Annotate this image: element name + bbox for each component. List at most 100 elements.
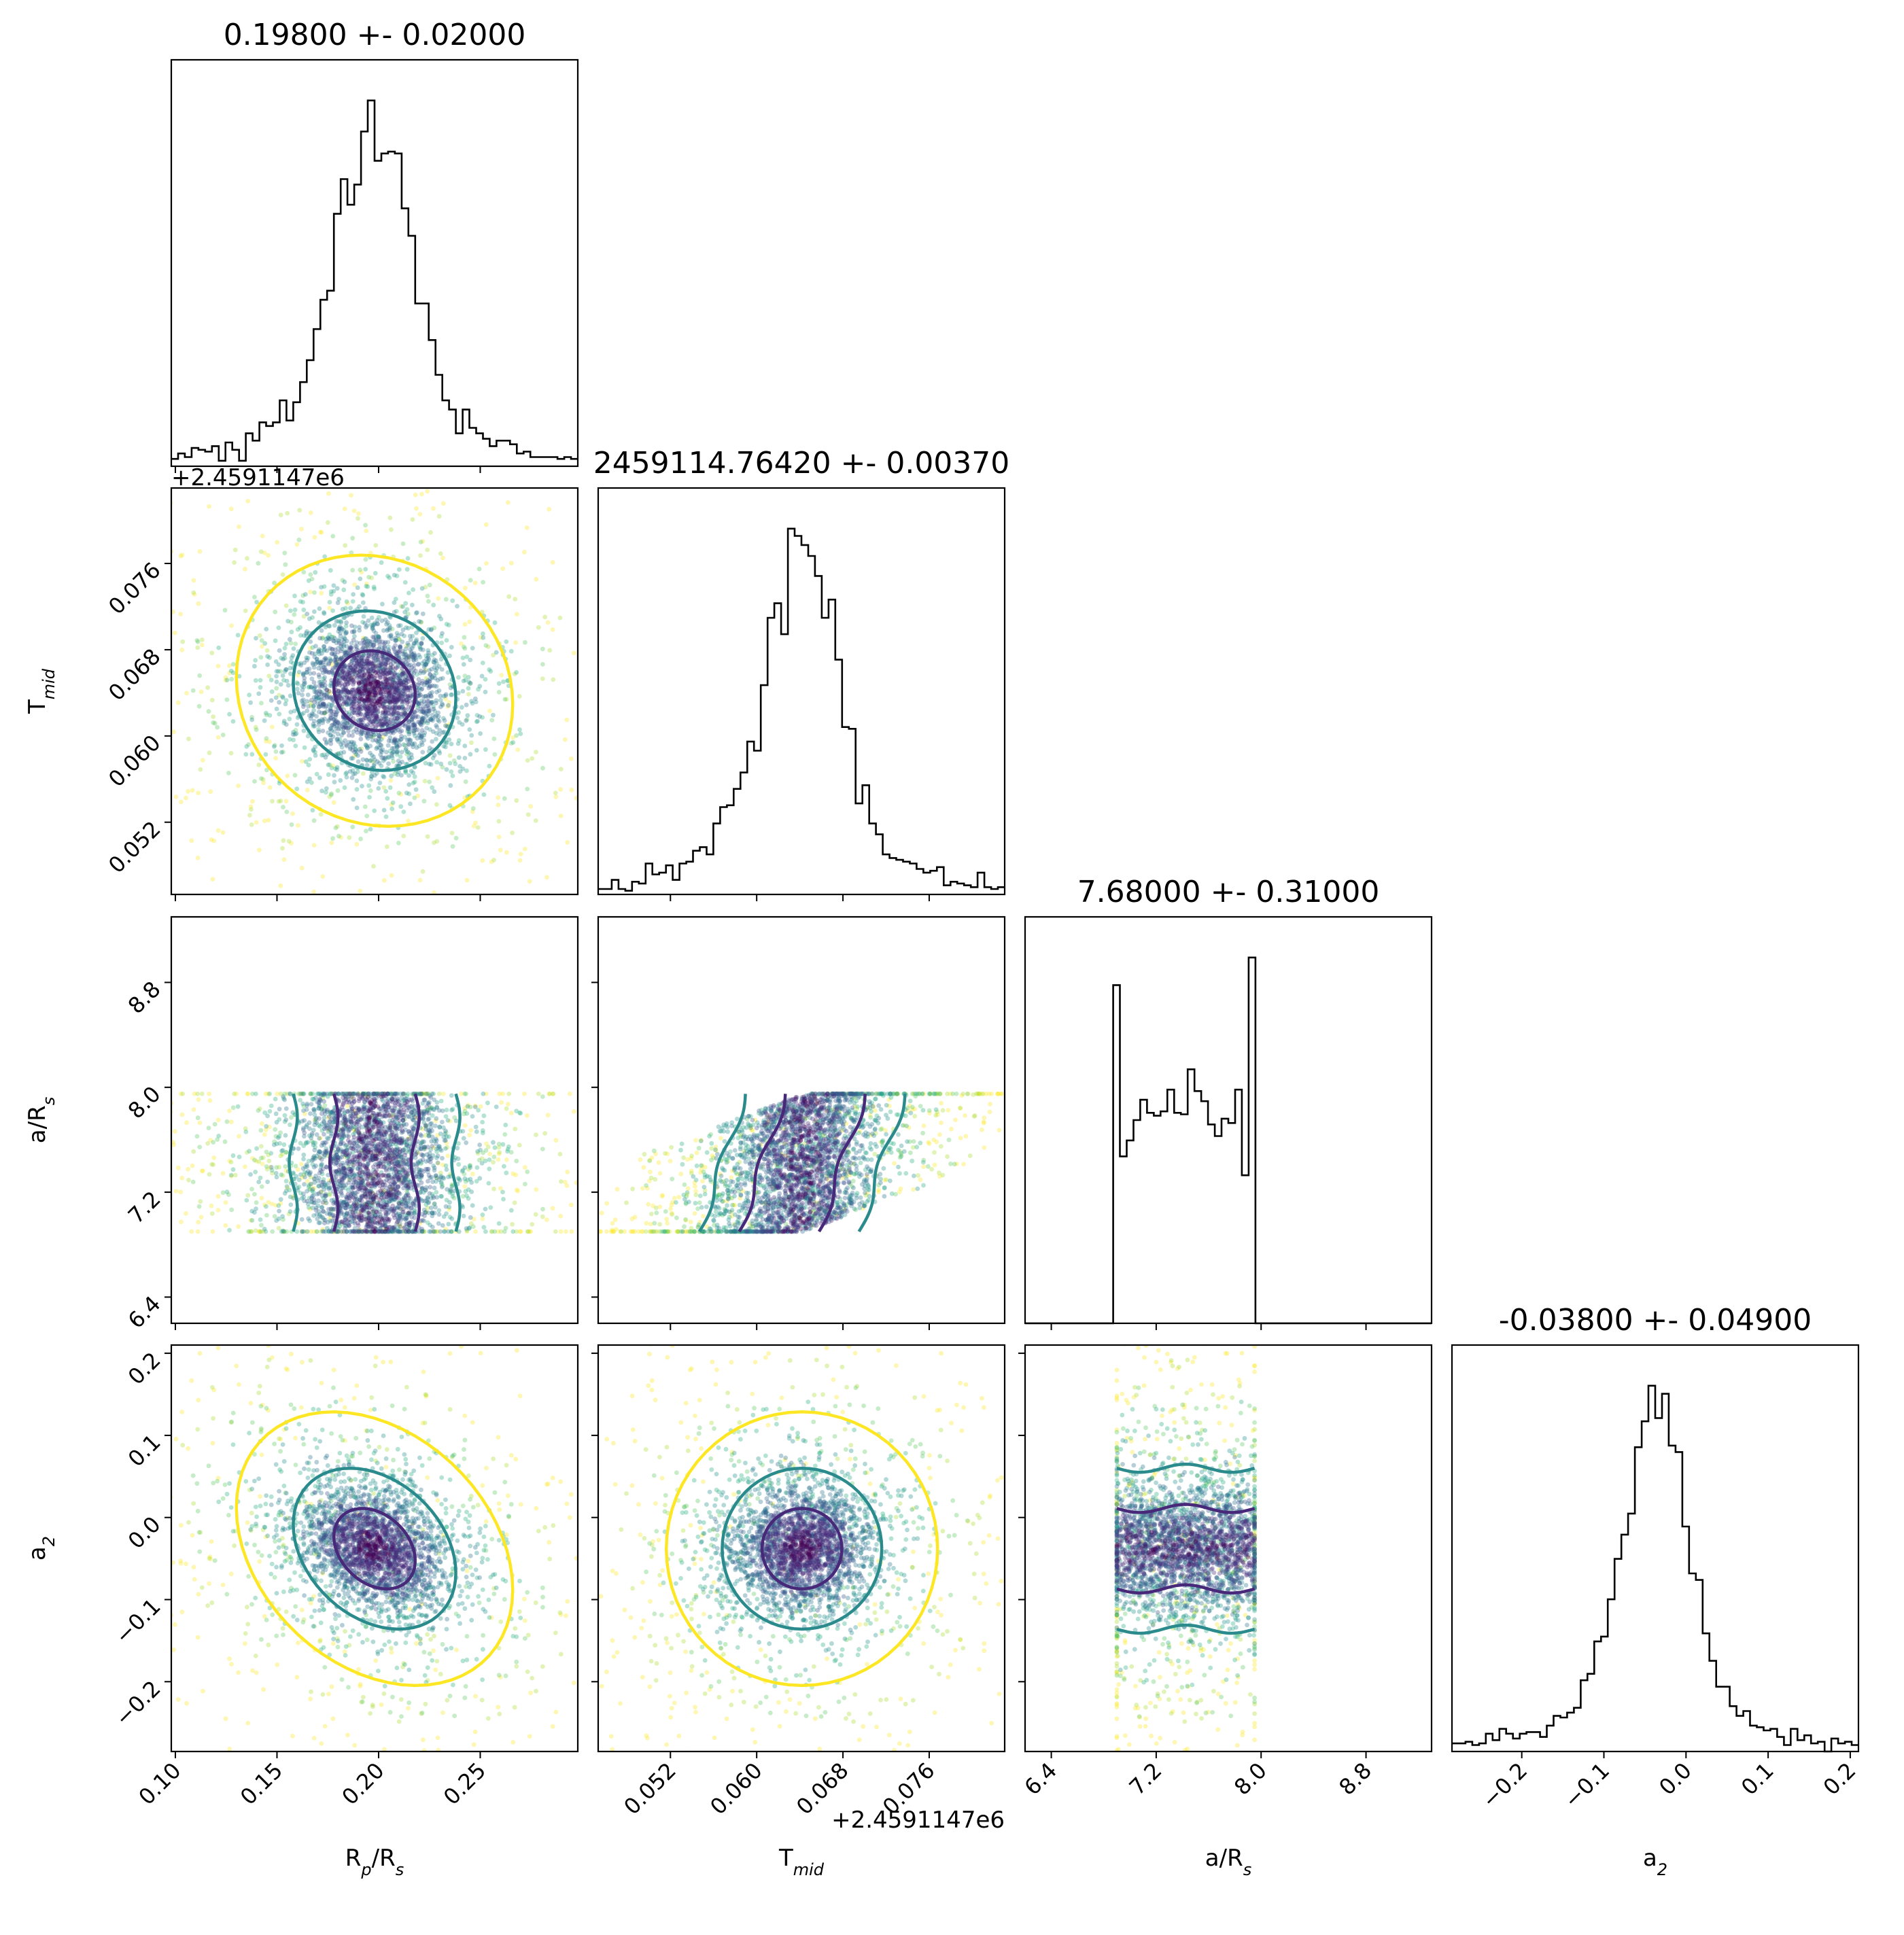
sample-point [216, 645, 222, 650]
sample-point [421, 706, 427, 712]
sample-point [427, 746, 432, 750]
sample-point [658, 706, 663, 711]
sample-point [375, 668, 380, 674]
sample-point [326, 688, 332, 694]
sample-point [308, 589, 313, 595]
sample-point [358, 691, 362, 697]
sample-point [440, 1109, 445, 1113]
sample-point [371, 703, 377, 709]
sample-point [419, 722, 424, 728]
sample-point [281, 838, 286, 843]
sample-point [370, 734, 375, 739]
sample-point [352, 699, 358, 704]
sample-point [336, 641, 342, 646]
sample-point [467, 1132, 472, 1138]
sample-point [380, 602, 385, 607]
sample-point [343, 738, 347, 744]
sample-point [237, 1134, 241, 1139]
sample-point [496, 690, 502, 695]
sample-point [449, 1216, 455, 1221]
sample-point [447, 653, 452, 659]
sample-point [374, 693, 379, 698]
sample-point [366, 669, 371, 674]
sample-point [302, 1174, 307, 1180]
sample-point [569, 1229, 574, 1234]
sample-point [346, 648, 351, 653]
sample-point [399, 750, 404, 754]
sample-point [330, 763, 336, 769]
sample-point [353, 644, 358, 649]
sample-point [364, 528, 369, 534]
sample-point [320, 660, 326, 665]
sample-point [399, 672, 404, 678]
sample-point [332, 780, 337, 784]
sample-point [342, 670, 347, 676]
sample-point [361, 677, 366, 682]
sample-point [418, 722, 423, 727]
sample-point [328, 726, 333, 731]
sample-point [409, 650, 414, 655]
sample-point [479, 674, 485, 679]
sample-point [334, 663, 340, 668]
sample-point [216, 1134, 222, 1138]
sample-point [496, 681, 502, 686]
sample-point [433, 1123, 438, 1128]
sample-point [445, 1118, 451, 1123]
sample-point [252, 779, 257, 784]
sample-point [383, 714, 388, 718]
sample-point [330, 717, 336, 722]
sample-point [366, 676, 370, 681]
sample-point [373, 631, 379, 636]
sample-point [360, 659, 364, 664]
sample-point [350, 667, 356, 673]
sample-point [395, 737, 400, 743]
sample-point [327, 691, 332, 695]
sample-point [369, 684, 375, 690]
sample-point [352, 753, 357, 759]
sample-point [390, 729, 395, 734]
sample-point [296, 537, 302, 542]
sample-point [395, 697, 400, 703]
sample-point [358, 732, 364, 737]
sample-point [400, 674, 406, 679]
sample-point [364, 581, 369, 587]
sample-point [394, 638, 399, 643]
sample-point [345, 720, 350, 726]
sample-point [447, 700, 452, 705]
sample-point [413, 714, 419, 718]
sample-point [112, 1092, 117, 1096]
sample-point [397, 649, 402, 655]
sample-point [360, 664, 365, 669]
sample-point [258, 685, 263, 690]
sample-point [179, 553, 185, 557]
sample-point [449, 742, 454, 746]
sample-point [301, 684, 307, 690]
sample-point [227, 1227, 232, 1233]
sample-point [492, 752, 498, 757]
sample-point [379, 687, 385, 692]
sample-point [464, 877, 470, 883]
sample-point [472, 580, 478, 586]
sample-point [386, 704, 392, 710]
sample-point [351, 771, 356, 777]
sample-point [427, 708, 432, 714]
sample-point [400, 639, 405, 644]
sample-point [212, 1121, 218, 1127]
sample-point [422, 694, 428, 699]
sample-point [222, 608, 228, 613]
sample-point [342, 785, 347, 790]
sample-point [393, 635, 398, 641]
sample-point [311, 708, 316, 713]
sample-point [412, 765, 417, 770]
sample-point [339, 627, 345, 632]
sample-point [309, 780, 314, 785]
sample-point [350, 672, 356, 677]
sample-point [599, 661, 604, 666]
sample-point [487, 1166, 492, 1172]
sample-point [396, 674, 402, 679]
sample-point [428, 530, 433, 535]
sample-point [316, 649, 321, 654]
sample-point [382, 419, 387, 424]
sample-point [360, 692, 365, 697]
sample-point [383, 680, 387, 685]
